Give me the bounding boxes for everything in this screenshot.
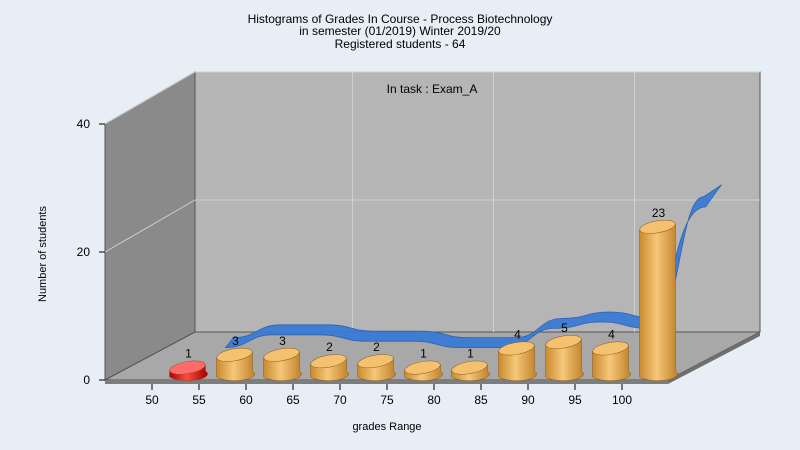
bar-cap-7 (498, 341, 535, 356)
trend-ribbon (224, 184, 722, 349)
chart-title-line-3: Registered students - 64 (334, 37, 466, 51)
bar-cap-0 (169, 360, 206, 375)
bar-value-label-10: 23 (652, 206, 666, 220)
bar-5: 1 (404, 347, 443, 381)
x-tick-label-4: 70 (333, 393, 347, 407)
bar-10: 23 (639, 206, 678, 381)
bar-body-10 (639, 223, 678, 381)
bar-0: 1 (169, 347, 208, 381)
bar-cap-2 (263, 347, 300, 362)
bar-cap-8 (545, 335, 582, 349)
grid-left-2 (104, 71, 196, 125)
bar-value-label-6: 1 (467, 347, 474, 361)
bar-value-label-2: 3 (279, 334, 286, 348)
bar-value-label-7: 4 (514, 327, 521, 341)
bar-7: 4 (498, 327, 537, 381)
y-tick-label-2: 40 (77, 117, 91, 131)
grid-left-1 (104, 199, 196, 253)
x-tick-label-2: 60 (239, 393, 253, 407)
bar-9: 4 (592, 327, 631, 381)
x-tick-label-3: 65 (286, 393, 300, 407)
bar-cap-3 (310, 354, 347, 369)
bar-3: 2 (310, 340, 349, 381)
x-tick-label-10: 100 (612, 393, 632, 407)
x-tick-label-0: 50 (145, 393, 159, 407)
floor-front-edge (105, 380, 668, 384)
bar-2: 3 (263, 334, 302, 381)
bar-cap-5 (404, 360, 441, 375)
bar-8: 5 (545, 321, 584, 381)
x-tick-label-5: 75 (380, 393, 394, 407)
chart-title-line-2: in semester (01/2019) Winter 2019/20 (299, 24, 501, 38)
bar-value-label-4: 2 (373, 340, 380, 354)
y-tick-label-0: 0 (83, 373, 90, 387)
bar-value-label-9: 4 (608, 327, 615, 341)
chart-title-line-1: Histograms of Grades In Course - Process… (247, 12, 553, 26)
x-tick-label-6: 80 (427, 393, 441, 407)
bar-cap-4 (357, 354, 394, 369)
x-tick-label-1: 55 (192, 393, 206, 407)
bar-cap-1 (216, 347, 253, 362)
bar-value-label-3: 2 (326, 340, 333, 354)
bar-value-label-0: 1 (185, 347, 192, 361)
x-tick-label-8: 90 (521, 393, 535, 407)
y-axis-title: Number of students (37, 206, 49, 302)
x-tick-label-7: 85 (474, 393, 488, 407)
bar-value-label-1: 3 (232, 334, 239, 348)
bar-body-8 (545, 338, 584, 381)
bar-4: 2 (357, 340, 396, 381)
y-tick-label-1: 20 (77, 245, 91, 259)
x-axis-title: grades Range (352, 421, 421, 433)
bar-value-label-5: 1 (420, 347, 427, 361)
floor-right-edge (668, 332, 760, 384)
bar-value-label-8: 5 (561, 321, 568, 335)
bar-cap-10 (639, 219, 676, 234)
x-tick-label-9: 95 (568, 393, 582, 407)
bar-cap-9 (592, 341, 629, 356)
bar-cap-6 (451, 360, 488, 375)
task-annotation: In task : Exam_A (387, 82, 478, 96)
bar-1: 3 (216, 334, 255, 381)
bar-6: 1 (451, 347, 490, 381)
